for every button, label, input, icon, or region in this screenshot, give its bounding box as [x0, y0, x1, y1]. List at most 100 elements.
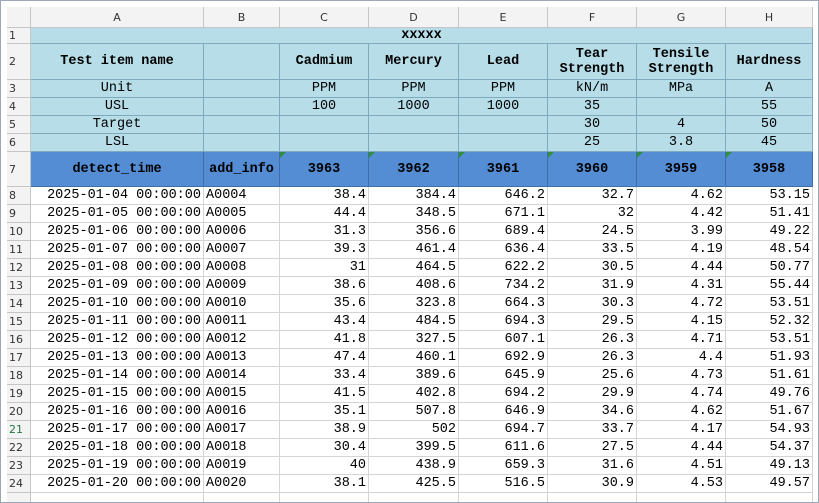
spec-blank[interactable] [204, 44, 280, 80]
data-cell[interactable] [459, 493, 548, 502]
data-cell[interactable]: 29.9 [548, 385, 637, 403]
data-cell[interactable]: A0015 [204, 385, 280, 403]
spec-label[interactable]: Test item name [31, 44, 204, 80]
item-name[interactable]: Mercury [369, 44, 459, 80]
data-cell[interactable]: 31.3 [280, 223, 369, 241]
data-cell[interactable]: 2025-01-20 00:00:00 [31, 475, 204, 493]
data-cell[interactable]: 43.4 [280, 313, 369, 331]
column-header[interactable]: A [31, 7, 204, 28]
data-cell[interactable]: 694.2 [459, 385, 548, 403]
data-cell[interactable]: 636.4 [459, 241, 548, 259]
table-header[interactable]: 3961 [459, 152, 548, 187]
column-header[interactable]: G [637, 7, 726, 28]
data-cell[interactable]: A0004 [204, 187, 280, 205]
data-cell[interactable]: A0012 [204, 331, 280, 349]
table-header[interactable]: detect_time [31, 152, 204, 187]
data-cell[interactable]: 438.9 [369, 457, 459, 475]
data-cell[interactable]: 49.76 [726, 385, 813, 403]
data-cell[interactable]: 484.5 [369, 313, 459, 331]
spec-value[interactable] [459, 116, 548, 134]
item-name[interactable]: Cadmium [280, 44, 369, 80]
data-cell[interactable]: 327.5 [369, 331, 459, 349]
data-cell[interactable]: 2025-01-04 00:00:00 [31, 187, 204, 205]
data-cell[interactable]: 2025-01-05 00:00:00 [31, 205, 204, 223]
spec-label[interactable]: LSL [31, 134, 204, 152]
data-cell[interactable]: A0017 [204, 421, 280, 439]
data-cell[interactable]: 41.5 [280, 385, 369, 403]
data-cell[interactable]: 694.7 [459, 421, 548, 439]
row-header[interactable]: 4 [7, 98, 31, 116]
data-cell[interactable]: 38.4 [280, 187, 369, 205]
table-header[interactable]: 3962 [369, 152, 459, 187]
spec-value[interactable]: PPM [369, 80, 459, 98]
data-cell[interactable]: 32.7 [548, 187, 637, 205]
data-cell[interactable]: A0019 [204, 457, 280, 475]
data-cell[interactable]: 323.8 [369, 295, 459, 313]
data-cell[interactable]: A0014 [204, 367, 280, 385]
data-cell[interactable] [548, 493, 637, 502]
data-cell[interactable] [369, 493, 459, 502]
data-cell[interactable]: 502 [369, 421, 459, 439]
data-cell[interactable]: A0020 [204, 475, 280, 493]
row-header[interactable]: 19 [7, 385, 31, 403]
data-cell[interactable]: 622.2 [459, 259, 548, 277]
row-header[interactable]: 21 [7, 421, 31, 439]
spec-label[interactable]: Unit [31, 80, 204, 98]
data-cell[interactable]: 734.2 [459, 277, 548, 295]
row-header[interactable]: 7 [7, 152, 31, 187]
data-cell[interactable]: A0007 [204, 241, 280, 259]
data-cell[interactable]: 2025-01-13 00:00:00 [31, 349, 204, 367]
data-cell[interactable]: 30.3 [548, 295, 637, 313]
spec-blank[interactable] [204, 134, 280, 152]
data-cell[interactable]: 2025-01-11 00:00:00 [31, 313, 204, 331]
row-header[interactable]: 17 [7, 349, 31, 367]
data-cell[interactable]: 25.6 [548, 367, 637, 385]
spec-value[interactable]: 45 [726, 134, 813, 152]
data-cell[interactable]: 49.22 [726, 223, 813, 241]
data-cell[interactable]: 31 [280, 259, 369, 277]
data-cell[interactable]: 4.53 [637, 475, 726, 493]
data-cell[interactable]: 460.1 [369, 349, 459, 367]
column-header[interactable]: F [548, 7, 637, 28]
row-header[interactable]: 10 [7, 223, 31, 241]
data-cell[interactable]: 29.5 [548, 313, 637, 331]
row-header[interactable]: 6 [7, 134, 31, 152]
data-cell[interactable]: 2025-01-19 00:00:00 [31, 457, 204, 475]
item-name[interactable]: Hardness [726, 44, 813, 80]
data-cell[interactable]: 2025-01-08 00:00:00 [31, 259, 204, 277]
spec-value[interactable] [280, 116, 369, 134]
table-header[interactable]: 3960 [548, 152, 637, 187]
data-cell[interactable]: 40 [280, 457, 369, 475]
data-cell[interactable] [31, 493, 204, 502]
data-cell[interactable]: 689.4 [459, 223, 548, 241]
row-header[interactable]: 1 [7, 28, 31, 44]
data-cell[interactable]: 33.7 [548, 421, 637, 439]
row-header[interactable]: 14 [7, 295, 31, 313]
data-cell[interactable]: 659.3 [459, 457, 548, 475]
row-header[interactable]: 3 [7, 80, 31, 98]
item-name[interactable]: Tensile Strength [637, 44, 726, 80]
data-cell[interactable]: 35.1 [280, 403, 369, 421]
data-cell[interactable]: A0013 [204, 349, 280, 367]
data-cell[interactable]: 694.3 [459, 313, 548, 331]
data-cell[interactable]: 53.51 [726, 295, 813, 313]
data-cell[interactable]: 2025-01-09 00:00:00 [31, 277, 204, 295]
corner[interactable] [7, 7, 31, 28]
data-cell[interactable]: 55.44 [726, 277, 813, 295]
data-cell[interactable]: 356.6 [369, 223, 459, 241]
data-cell[interactable]: 48.54 [726, 241, 813, 259]
table-header[interactable]: 3958 [726, 152, 813, 187]
data-cell[interactable]: 384.4 [369, 187, 459, 205]
data-cell[interactable]: 2025-01-14 00:00:00 [31, 367, 204, 385]
row-header[interactable]: 5 [7, 116, 31, 134]
data-cell[interactable]: 4.15 [637, 313, 726, 331]
data-cell[interactable] [280, 493, 369, 502]
data-cell[interactable]: 51.67 [726, 403, 813, 421]
column-header[interactable]: C [280, 7, 369, 28]
item-name[interactable]: Tear Strength [548, 44, 637, 80]
data-cell[interactable]: 49.57 [726, 475, 813, 493]
column-header[interactable]: B [204, 7, 280, 28]
row-header[interactable]: 13 [7, 277, 31, 295]
data-cell[interactable]: 4.51 [637, 457, 726, 475]
data-cell[interactable]: 2025-01-12 00:00:00 [31, 331, 204, 349]
